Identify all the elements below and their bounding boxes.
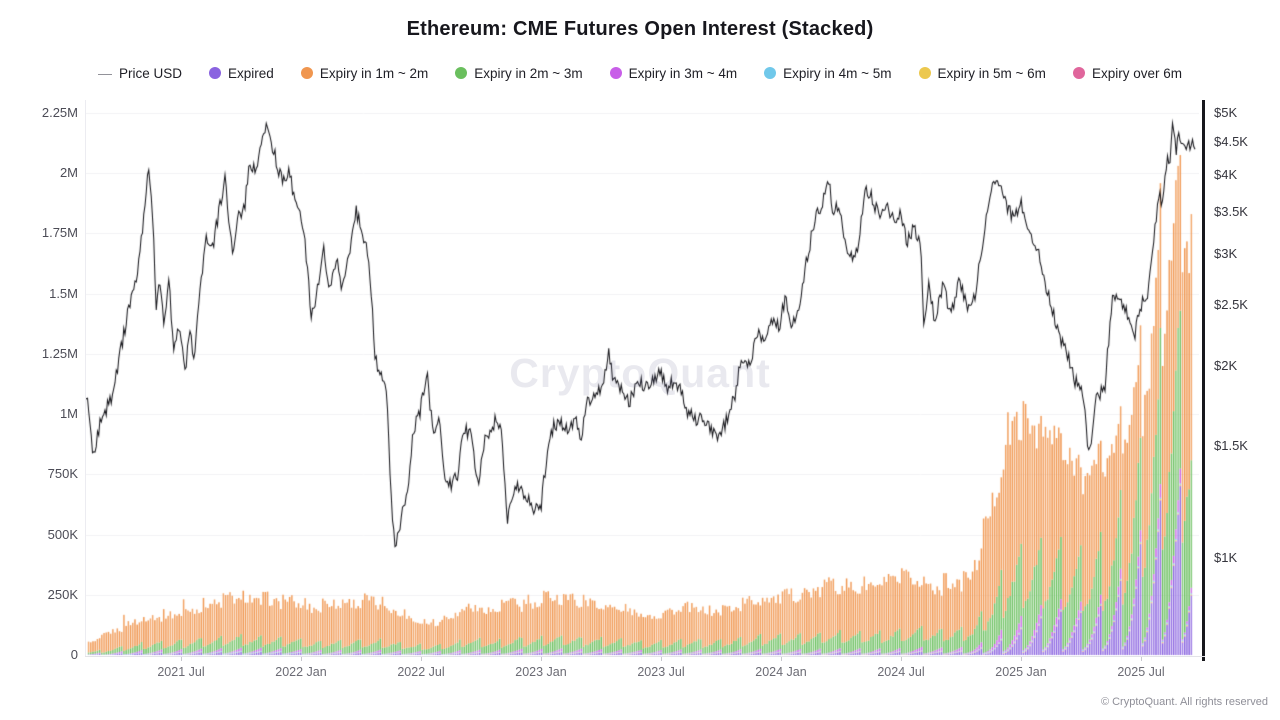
legend-item-expiry-over-6m[interactable]: Expiry over 6m xyxy=(1072,65,1182,81)
legend-item-expiry-in-1m-2m[interactable]: Expiry in 1m ~ 2m xyxy=(300,65,429,81)
legend-label: Expiry in 4m ~ 5m xyxy=(783,65,892,81)
copyright-footer: © CryptoQuant. All rights reserved xyxy=(1100,696,1268,708)
series-color-dot xyxy=(1072,67,1085,79)
x-axis-tick-label: 2023 Jan xyxy=(515,665,567,679)
right-axis-tick-label: $3K xyxy=(1214,246,1238,262)
left-axis-tick-label: 1.75M xyxy=(41,225,78,241)
x-axis-tick-label: 2021 Jul xyxy=(157,665,205,679)
right-axis-tick-label: $1K xyxy=(1214,550,1238,565)
left-axis-tick-label: 2M xyxy=(59,165,78,181)
chart-title: Ethereum: CME Futures Open Interest (Sta… xyxy=(406,18,874,40)
left-axis-tick-label: 750K xyxy=(47,466,78,482)
series-color-dot xyxy=(764,67,777,79)
series-color-dot xyxy=(918,67,931,79)
legend-label: Price USD xyxy=(119,65,183,81)
legend-item-expiry-in-3m-4m[interactable]: Expiry in 3m ~ 4m xyxy=(609,65,738,81)
left-axis-tick-label: 2.25M xyxy=(41,105,78,120)
left-axis-tick-label: 1.25M xyxy=(41,345,78,361)
x-axis-tick-label: 2025 Jul xyxy=(1117,665,1165,679)
series-color-dot xyxy=(455,67,468,79)
x-axis-tick-label: 2022 Jul xyxy=(397,665,445,679)
legend-label: Expiry in 2m ~ 3m xyxy=(474,65,583,81)
series-color-dot xyxy=(609,67,622,79)
legend-item-expiry-in-2m-3m[interactable]: Expiry in 2m ~ 3m xyxy=(455,65,583,81)
legend-label: Expiry in 5m ~ 6m xyxy=(937,65,1046,81)
legend-label: Expiry over 6m xyxy=(1091,65,1182,81)
right-axis-tick-label: $4.5K xyxy=(1214,134,1248,150)
legend-label: Expired xyxy=(228,65,274,81)
left-axis-tick-label: 1M xyxy=(59,406,78,422)
x-axis-tick-label: 2024 Jul xyxy=(877,665,925,679)
x-axis-tick-label: 2025 Jan xyxy=(995,665,1047,679)
x-axis-tick-label: 2023 Jul xyxy=(637,665,685,679)
legend-item-expired[interactable]: Expired xyxy=(209,66,274,81)
left-axis-tick-label: 500K xyxy=(47,526,78,542)
x-axis-tick-label: 2022 Jan xyxy=(275,665,327,679)
right-axis-tick-label: $2K xyxy=(1214,358,1238,374)
open-interest-stacked-bar-price-chart[interactable] xyxy=(85,100,1199,661)
series-color-dot xyxy=(300,67,313,79)
legend-item-expiry-in-5m-6m[interactable]: Expiry in 5m ~ 6m xyxy=(918,65,1046,81)
left-axis-tick-label: 250K xyxy=(47,586,78,602)
left-axis-tick-label: 0 xyxy=(70,647,78,662)
x-axis-line xyxy=(85,656,1205,657)
legend-label: Expiry in 1m ~ 2m xyxy=(319,65,429,81)
left-axis-tick-label: 1.5M xyxy=(49,285,78,301)
right-axis-tick-label: $5K xyxy=(1214,105,1238,120)
right-axis-tick-label: $2.5K xyxy=(1214,296,1248,312)
legend-label: Expiry in 3m ~ 4m xyxy=(628,65,738,81)
series-color-dot xyxy=(209,67,222,79)
legend-item-price-usd[interactable]: — Price USD xyxy=(98,66,182,81)
right-axis-tick-label: $4K xyxy=(1214,166,1238,182)
right-price-axis-spine xyxy=(1202,100,1205,661)
legend: — Price USD Expired Expiry in 1m ~ 2m Expiry… xyxy=(0,63,1280,83)
left-axis-spine xyxy=(85,100,86,656)
right-axis-tick-label: $1.5K xyxy=(1214,437,1248,453)
legend-item-expiry-in-4m-5m[interactable]: Expiry in 4m ~ 5m xyxy=(764,65,892,81)
x-axis-tick-label: 2024 Jan xyxy=(755,665,807,679)
right-axis-tick-label: $3.5K xyxy=(1214,203,1248,219)
price-line-marker: — xyxy=(98,65,113,81)
